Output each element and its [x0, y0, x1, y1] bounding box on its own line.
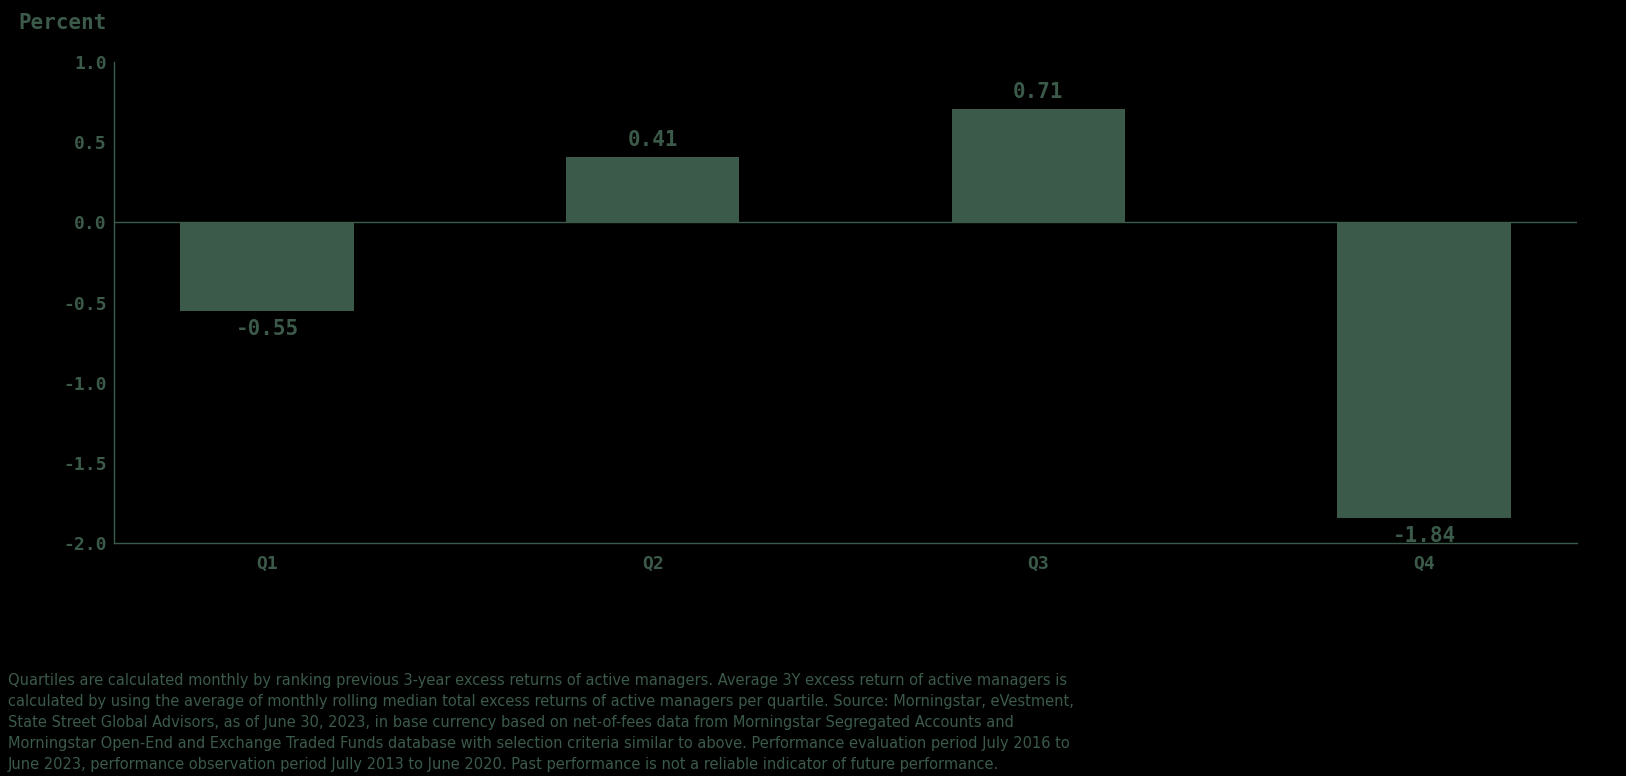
Text: -0.55: -0.55: [236, 319, 299, 338]
Bar: [180, 223, 354, 310]
Text: Quartiles are calculated monthly by ranking previous 3-year excess returns of ac: Quartiles are calculated monthly by rank…: [8, 673, 1075, 772]
Text: 0.41: 0.41: [628, 130, 678, 151]
Text: -1.84: -1.84: [1392, 525, 1455, 546]
Bar: [1337, 223, 1511, 518]
Text: 0.71: 0.71: [1013, 82, 1063, 102]
Bar: [566, 157, 740, 223]
Bar: [951, 109, 1125, 223]
Text: Percent: Percent: [18, 13, 107, 33]
